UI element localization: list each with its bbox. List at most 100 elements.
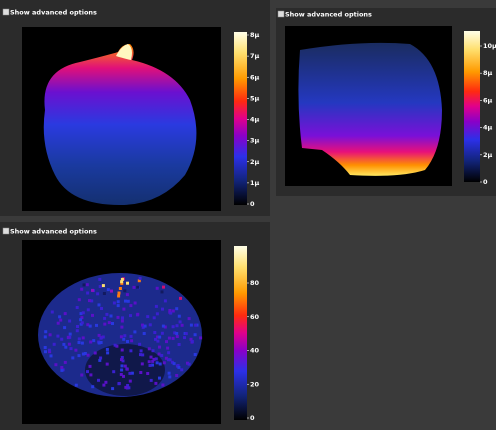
heatmap-pixel [80,288,83,291]
heatmap-pixel [76,306,79,309]
heatmap-pixel [81,342,84,345]
heatmap-pixel [177,366,180,369]
heatmap-pixel [78,354,81,357]
heatmap-pixel [173,362,176,365]
colorbar-tick-label: 60 [250,313,260,321]
heatmap-pixel [117,300,120,303]
heatmap-pixel [133,330,136,333]
heatmap-pixel [57,322,60,325]
heatmap-pixel [150,356,153,359]
heatmap-pixel [123,334,126,337]
heatmap-pixel [165,340,168,343]
checkbox[interactable] [278,11,284,17]
heatmap-pixel [98,278,101,281]
heatmap-pixel [139,371,142,374]
heatmap-pixel [87,354,90,357]
heatmap-pixel [120,358,123,361]
heatmap-pixel [179,297,182,300]
colorbar-tick-label: 2μ [250,158,260,166]
heatmap-pixel [102,384,105,387]
heatmap-pixel [60,338,63,341]
checkbox-label[interactable]: Show advanced options [285,11,372,19]
heatmap-pixel [155,305,158,308]
colorbar-tick-label: 2μ [483,151,493,159]
heatmap-pixel [126,340,129,343]
heatmap-pixel [158,346,161,349]
heatmap-pixel [97,379,100,382]
heatmap-pixel [76,325,79,328]
heatmap-pixel [168,337,171,340]
colorbar-tick-label: 0 [250,414,255,422]
heatmap-pixel [48,349,51,352]
heatmap-pixel [191,340,194,343]
heatmap-pixel [129,304,132,307]
heatmap-pixel [129,314,132,317]
checkbox[interactable] [3,9,9,15]
heatmap-pixel [194,324,197,327]
heatmap-pixel [163,361,166,364]
heatmap-pixel [161,332,164,335]
heatmap-pixel [143,332,146,335]
heatmap-pixel [162,286,165,289]
colorbar [234,246,247,420]
heatmap-pixel [167,358,170,361]
colorbar-tick-label: 1μ [250,179,260,187]
heatmap-pixel [70,347,73,350]
heatmap-pixel [126,282,129,285]
heatmap-pixel [102,284,105,287]
heatmap-pixel [149,323,152,326]
checkbox[interactable] [3,228,9,234]
heatmap-pixel [50,354,53,357]
heatmap-pixel [185,332,188,335]
heatmap-pixel [141,362,144,365]
heatmap-pixel [146,372,149,375]
heatmap-pixel [156,287,159,290]
heatmap-pixel [181,324,184,327]
heatmap-pixel [94,352,97,355]
colorbar-tick-label: 80 [250,279,260,287]
heatmap-pixel [69,333,72,336]
heatmap-pixel [54,363,57,366]
heatmap-pixel [136,286,139,289]
heatmap-pixel [159,363,162,366]
heatmap [38,273,202,397]
heatmap-pixel [44,346,47,349]
heatmap-pixel [64,361,67,364]
heatmap-pixel [119,287,122,290]
heatmap-pixel [117,304,120,307]
heatmap-pixel [44,335,47,338]
heatmap-pixel [44,330,47,333]
heatmap-pixel [99,357,102,360]
heatmap-pixel [75,384,78,387]
heatmap-pixel [89,373,92,376]
heatmap-pixel [103,317,106,320]
heatmap-pixel [179,320,182,323]
heatmap-pixel [67,336,70,339]
heatmap-pixel [89,325,92,328]
heatmap-pixel [98,334,101,337]
checkbox-label[interactable]: Show advanced options [10,9,97,17]
heatmap-pixel [188,363,191,366]
colorbar-tick-label: 8μ [483,69,493,77]
heatmap-pixel [113,302,116,305]
heatmap-pixel [118,292,121,295]
heatmap-pixel [160,354,163,357]
heatmap-pixel [168,372,171,375]
colorbar-tick-label: 5μ [250,94,260,102]
heatmap-pixel [83,283,86,286]
heatmap-pixel [168,375,171,378]
heatmap-pixel [106,363,109,366]
checkbox-label[interactable]: Show advanced options [10,228,97,236]
heatmap-pixel [199,336,202,339]
heatmap-pixel [53,343,56,346]
heatmap-pixel [112,370,115,373]
heatmap-pixel [103,292,106,295]
heatmap-pixel [105,313,108,316]
heatmap-pixel [150,379,153,382]
heatmap-pixel [121,278,124,281]
heatmap-pixel [178,343,181,346]
heatmap-pixel [68,343,71,346]
heatmap-pixel [86,292,89,295]
heatmap-pixel [64,346,67,349]
heatmap-pixel [91,385,94,388]
